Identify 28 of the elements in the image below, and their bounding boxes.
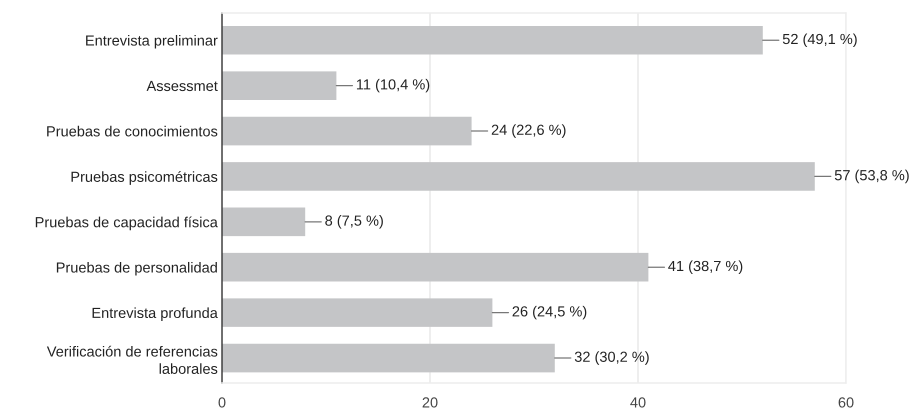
y-tick-label: Pruebas psicométricas: [72, 171, 218, 185]
bar: [222, 298, 492, 327]
data-label: 32 (30,2 %): [574, 351, 649, 365]
bar: [222, 252, 648, 282]
bar: [222, 116, 472, 146]
y-tick-label: Assessmet: [146, 80, 218, 92]
data-label: 41 (38,7 %): [668, 260, 742, 274]
y-tick-label: Pruebas de capacidad física: [36, 216, 218, 230]
bar: [222, 26, 763, 55]
y-tick-label: Verificación de referencias laborales: [46, 346, 218, 374]
bar: [222, 344, 555, 372]
data-label: 57 (53,8 %): [834, 170, 909, 184]
x-tick-label: 0: [218, 397, 226, 408]
data-label: 52 (49,1 %): [782, 33, 857, 48]
bar: [222, 208, 306, 236]
data-label: 26 (24,5 %): [512, 306, 586, 320]
data-label: 24 (22,6 %): [492, 124, 566, 138]
bar: [222, 162, 815, 191]
x-tick-label: 40: [630, 397, 646, 408]
x-tick-label: 20: [422, 397, 438, 408]
x-tick-label: 60: [838, 397, 854, 408]
y-tick-label: Entrevista profunda: [92, 307, 218, 321]
data-label: 8 (7,5 %): [325, 215, 383, 229]
y-tick-label: Pruebas de conocimientos: [47, 126, 218, 136]
data-label: 11 (10,4 %): [356, 78, 430, 92]
y-tick-label: Entrevista preliminar: [86, 34, 218, 49]
bar: [222, 71, 336, 100]
y-tick-label: Pruebas de personalidad: [56, 262, 217, 276]
